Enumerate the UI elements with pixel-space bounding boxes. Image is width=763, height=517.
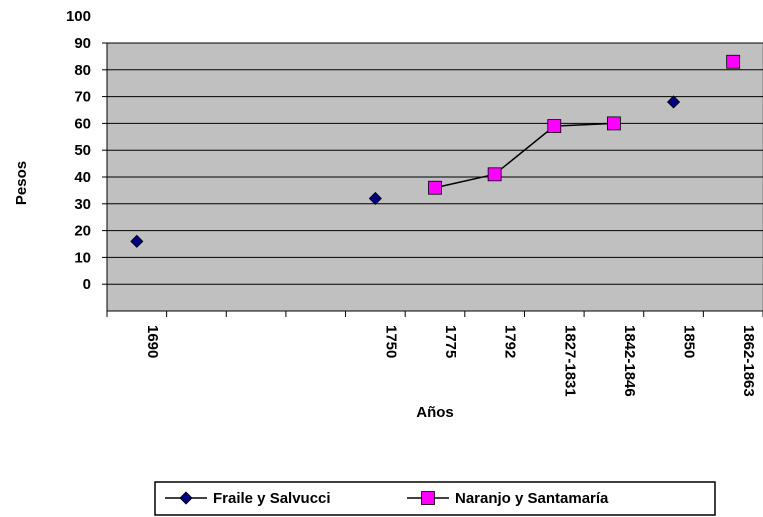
data-point xyxy=(487,167,502,182)
x-axis-label: Años xyxy=(416,404,454,421)
y-tick-label: 60 xyxy=(74,115,91,132)
legend-marker xyxy=(179,491,193,505)
data-point xyxy=(547,119,562,133)
x-tick-label: 1827-1831 xyxy=(561,325,578,397)
data-point xyxy=(368,191,382,206)
y-tick-label: 100 xyxy=(66,8,91,25)
data-point xyxy=(666,95,681,109)
y-tick-label: 20 xyxy=(74,223,91,240)
y-tick-label: 90 xyxy=(74,35,91,52)
legend-label: Naranjo y Santamaría xyxy=(455,490,609,507)
y-axis-label: Pesos xyxy=(13,161,30,205)
legend-marker xyxy=(421,491,435,505)
x-tick-label: 1850 xyxy=(681,325,698,358)
data-point xyxy=(726,54,741,69)
legend-label: Fraile y Salvucci xyxy=(213,490,331,507)
x-tick-label: 1862-1863 xyxy=(740,325,757,397)
x-tick-label: 1775 xyxy=(442,325,459,358)
y-tick-label: 50 xyxy=(74,142,91,159)
y-tick-label: 10 xyxy=(74,249,91,266)
x-tick-label: 1842-1846 xyxy=(621,325,638,397)
data-point xyxy=(607,116,621,131)
y-tick-label: 30 xyxy=(74,196,91,213)
y-tick-label: 80 xyxy=(74,62,91,79)
x-tick-label: 1750 xyxy=(382,325,399,358)
y-tick-label: 40 xyxy=(74,169,91,186)
y-tick-label: 70 xyxy=(74,89,91,106)
x-tick-label: 1792 xyxy=(502,325,519,358)
data-point xyxy=(428,180,442,195)
x-tick-label: 1690 xyxy=(144,325,161,358)
data-point xyxy=(130,234,144,248)
y-tick-label: 0 xyxy=(83,276,91,293)
